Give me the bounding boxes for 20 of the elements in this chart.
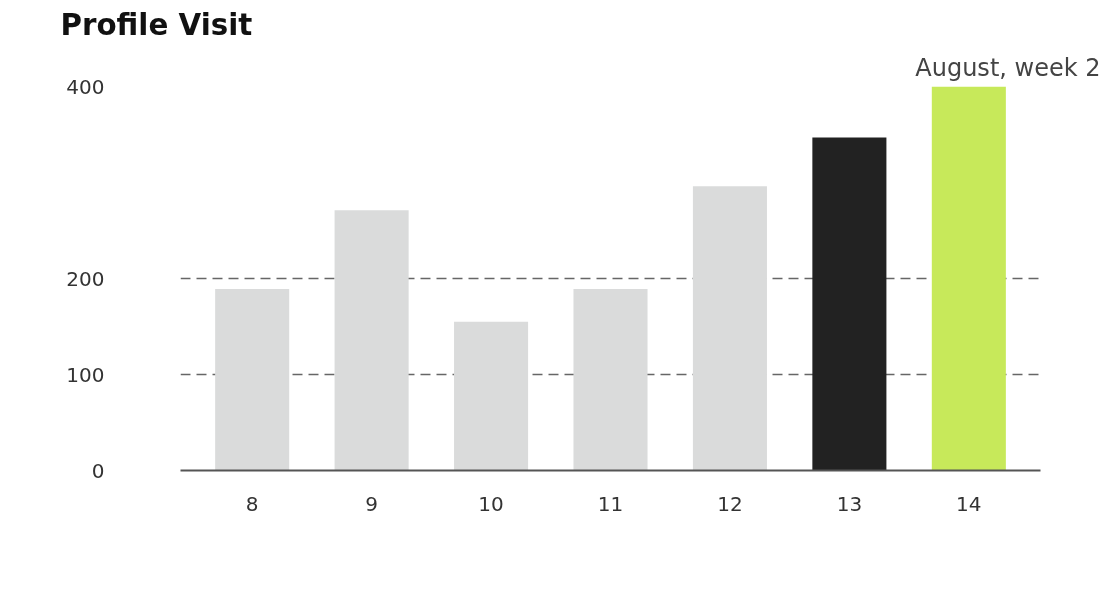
bar [334, 210, 409, 471]
y-tick-label: 400 [66, 74, 105, 99]
y-tick-label: 100 [66, 362, 105, 387]
y-tick-label: 200 [66, 266, 105, 291]
x-tick-label: 9 [365, 491, 378, 516]
chart-subtitle: August, week 2 [915, 53, 1101, 82]
x-tick-label: 10 [478, 491, 504, 516]
bar [454, 321, 529, 471]
y-tick-label: 0 [91, 458, 105, 483]
chart-title: Profile Visit [60, 7, 253, 42]
bar [573, 289, 648, 471]
x-tick-label: 12 [717, 491, 743, 516]
bar [215, 289, 290, 471]
bar [812, 137, 887, 471]
x-tick-label: 14 [956, 491, 982, 516]
x-tick-label: 8 [245, 491, 259, 516]
bar [692, 186, 767, 471]
x-tick-label: 13 [836, 491, 863, 516]
x-tick-label: 11 [597, 491, 624, 516]
bar [931, 86, 1006, 471]
